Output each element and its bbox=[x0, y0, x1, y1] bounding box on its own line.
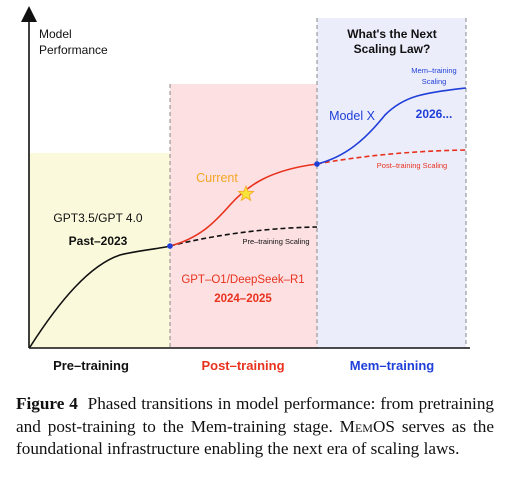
memtraining-region bbox=[317, 18, 466, 348]
performance-phases-figure: Model Performance What's the Next Scalin… bbox=[21, 6, 470, 373]
post-training-scaling-label: Post–training Scaling bbox=[377, 161, 447, 170]
posttraining-region bbox=[170, 84, 317, 348]
next-scaling-law-question-line2: Scaling Law? bbox=[354, 42, 431, 56]
caption-memos-name: MemOS bbox=[339, 416, 395, 436]
mem-transition-point bbox=[314, 161, 320, 167]
post-transition-point bbox=[167, 243, 173, 249]
pretraining-period: Past–2023 bbox=[69, 234, 128, 248]
phase-label-posttraining: Post–training bbox=[201, 358, 284, 373]
year-label: 2026... bbox=[416, 107, 453, 121]
pretraining-curve bbox=[29, 245, 171, 348]
phase-label-pretraining: Pre–training bbox=[53, 358, 129, 373]
mem-training-scaling-label-line2: Scaling bbox=[422, 77, 447, 86]
posttraining-models: GPT–O1/DeepSeek–R1 bbox=[181, 274, 304, 286]
caption-text-part2: serves as the foundational infrastructur… bbox=[16, 416, 494, 459]
caption-label: Figure 4 bbox=[16, 394, 78, 413]
pretraining-scaling-curve bbox=[169, 226, 318, 247]
posttraining-scaling-curve bbox=[316, 149, 467, 165]
model-x-label: Model X bbox=[329, 109, 376, 123]
posttraining-period: 2024–2025 bbox=[214, 293, 272, 305]
pretraining-models: GPT3.5/GPT 4.0 bbox=[53, 211, 142, 225]
pretraining-scaling-label: Pre–training Scaling bbox=[242, 237, 309, 246]
memtraining-curve bbox=[316, 87, 467, 165]
current-star-icon bbox=[237, 184, 255, 202]
y-axis-label-line2: Performance bbox=[39, 43, 108, 57]
phase-label-memtraining: Mem–training bbox=[350, 358, 435, 373]
posttraining-curve bbox=[169, 163, 318, 247]
mem-training-scaling-label-line1: Mem–training bbox=[411, 66, 456, 75]
figure-caption: Figure 4 Phased transitions in model per… bbox=[16, 393, 494, 461]
caption-text-part1: Phased transitions in model performance:… bbox=[16, 394, 495, 436]
next-scaling-law-question-line1: What's the Next bbox=[347, 27, 437, 41]
current-label: Current bbox=[196, 171, 238, 185]
y-axis-label-line1: Model bbox=[39, 27, 72, 41]
